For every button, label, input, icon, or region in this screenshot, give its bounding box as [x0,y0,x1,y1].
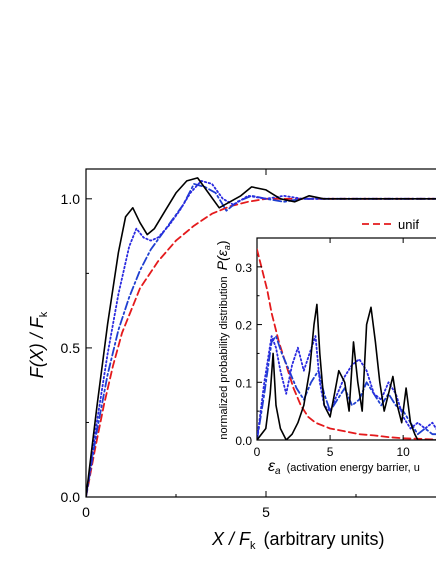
inset-x-label-sub: a [275,466,281,477]
inset-x-axis-label: εa (activation energy barrier, u [268,458,420,477]
inset-y-axis-label: normalized probability distribution P(εa… [214,240,232,439]
main-x-label-unit: (arbitrary units) [264,529,385,549]
inset-series-4 [257,303,436,440]
main-series-3 [86,179,436,497]
inset-y-label-sub: a [222,245,232,250]
inset-x-label-text: (activation energy barrier, u [287,462,420,474]
inset-y-tick-label: 0.2 [235,319,252,333]
inset-series-2 [257,335,436,440]
inset-chart: 051010.00.10.20.3 normalized probability… [214,237,436,477]
inset-x-label-symbol: ε [268,458,276,475]
inset-x-tick-label: 5 [327,445,334,459]
main-y-axis-label: F(X) / Fk [27,311,50,378]
inset-plot-frame [256,237,436,441]
main-x-label-sub: k [250,540,256,552]
main-ticks: 0 5 0.0 0.5 1.0 [61,169,357,520]
inset-x-tick-label: 0 [254,445,261,459]
inset-y-tick-label: 0.1 [235,376,252,390]
main-y-tick-label: 0.5 [61,340,81,356]
main-x-axis-label: X / Fk (arbitrary units) [211,529,385,552]
legend-label-1: unif [398,217,419,232]
inset-y-label-text: normalized probability distribution [218,276,230,439]
main-y-tick-label: 1.0 [61,191,81,207]
inset-y-tick-label: 0.0 [235,434,252,448]
main-y-label-main: F(X) / F [27,316,47,378]
main-y-label-sub: k [38,311,50,317]
main-chart: 0 50.00.51.0 F(X) / Fk X / Fk (arbitrary u… [27,168,436,552]
main-y-tick-label: 0.0 [61,489,81,505]
main-x-label-main: X / F [211,529,251,549]
main-x-tick-label: 0 [82,504,90,520]
main-series-4 [86,177,436,497]
inset-y-label-close: ) [214,240,230,245]
inset-y-tick-label: 0.3 [235,261,252,275]
main-x-tick-label: 5 [262,504,270,520]
inset-y-label-symbol: P(ε [214,249,230,270]
inset-ticks: 051010.00.10.20.3 [235,238,410,459]
inset-x-tick-label: 10 [396,445,410,459]
main-series-group [86,177,436,497]
